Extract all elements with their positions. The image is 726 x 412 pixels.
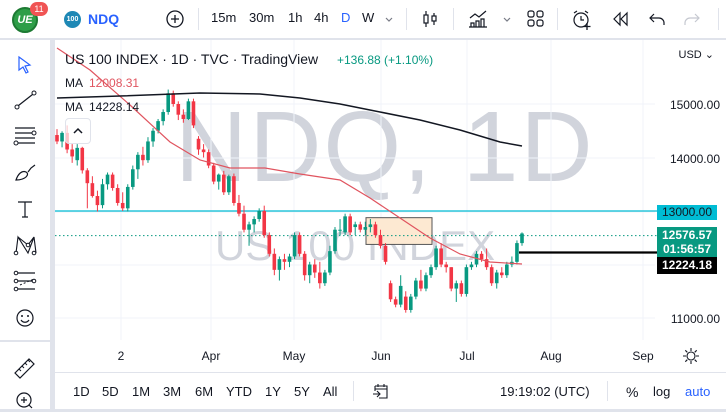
redo-icon[interactable] <box>681 8 703 30</box>
ma-fast-legend[interactable]: MA 12008.31 <box>65 76 139 90</box>
interval-w[interactable]: W <box>362 10 375 25</box>
prediction-icon[interactable] <box>12 269 38 292</box>
ma-fast-label: MA <box>65 76 83 90</box>
range-all[interactable]: All <box>323 384 338 399</box>
time-axis-label: Jun <box>371 349 391 363</box>
support-price-tag: 12224.18 <box>657 257 717 274</box>
level-price-tag: 13000.00 <box>657 205 717 220</box>
candlestick-chart-icon[interactable] <box>420 8 442 30</box>
range-ytd[interactable]: YTD <box>226 384 252 399</box>
bar-countdown: 01:56:57 <box>662 242 712 256</box>
time-axis-label: 2 <box>117 349 125 363</box>
range-6m[interactable]: 6M <box>195 384 214 399</box>
range-5y[interactable]: 5Y <box>294 384 310 399</box>
trend-line-icon[interactable] <box>12 89 38 111</box>
calendar-goto-icon[interactable] <box>371 381 391 401</box>
price-axis-label: 11000.00 <box>670 312 720 326</box>
chevron-down-icon[interactable] <box>501 10 523 32</box>
sun-settings-icon[interactable] <box>682 347 700 365</box>
interval-30m[interactable]: 30m <box>249 10 275 25</box>
last-price-value: 12576.57 <box>661 228 713 242</box>
symbol-logo-icon: 100 <box>64 11 81 28</box>
cursor-icon[interactable] <box>12 54 38 76</box>
plus-circle-icon[interactable] <box>164 8 186 30</box>
top-toolbar: UE 11 100 NDQ 15m 30m 1h 4h D W <box>0 0 726 38</box>
ma-fast-value: 12008.31 <box>89 76 140 90</box>
symbol-search-button[interactable]: NDQ <box>88 11 120 27</box>
log-scale-toggle[interactable]: log <box>653 384 671 399</box>
price-change: +136.88 (+1.10%) <box>337 53 434 67</box>
drawing-toolbar-lower <box>0 340 50 409</box>
utc-clock[interactable]: 19:19:02 (UTC) <box>500 384 590 399</box>
ma-slow-value: 14228.14 <box>89 100 140 114</box>
time-axis-label: Aug <box>540 349 562 363</box>
drawing-toolbar <box>0 40 50 409</box>
bottom-toolbar: 1D 5D 1M 3M 6M YTD 1Y 5Y All 19:19:02 (U… <box>55 372 726 409</box>
brush-icon[interactable] <box>12 162 38 184</box>
ma-slow-legend[interactable]: MA 14228.14 <box>65 100 139 114</box>
time-axis-label: Sep <box>632 349 654 363</box>
ruler-icon[interactable] <box>12 356 38 379</box>
percent-scale-toggle[interactable]: % <box>626 384 639 400</box>
time-axis-label: Jul <box>459 349 475 363</box>
auto-scale-toggle[interactable]: auto <box>685 384 711 399</box>
price-axis-label: 14000.00 <box>669 152 720 166</box>
legend-collapse-button[interactable] <box>65 118 91 144</box>
emoji-icon[interactable] <box>12 307 38 329</box>
currency-selector[interactable]: USD ⌄ <box>678 49 715 61</box>
chart-pane[interactable]: NDQ, 1D US 100 INDEX US 100 INDEX · 1D ·… <box>55 40 726 340</box>
interval-4h[interactable]: 4h <box>314 10 329 25</box>
fib-retracement-icon[interactable] <box>12 124 38 146</box>
range-1y[interactable]: 1Y <box>265 384 281 399</box>
notification-badge: 11 <box>30 2 48 16</box>
chart-legend-title: US 100 INDEX · 1D · TVC · TradingView <box>65 51 319 67</box>
interval-15m[interactable]: 15m <box>211 10 237 25</box>
replay-icon[interactable] <box>610 8 632 30</box>
layout-grid-icon[interactable] <box>525 8 547 30</box>
price-axis-label: 15000.00 <box>669 98 720 112</box>
candlestick-plot[interactable] <box>55 40 726 340</box>
text-icon[interactable] <box>12 198 38 220</box>
last-price-tag: 12576.57 01:56:57 <box>657 227 717 257</box>
time-axis-label: Apr <box>201 349 221 363</box>
chevron-down-icon[interactable] <box>383 10 405 32</box>
time-axis-label: May <box>282 349 306 363</box>
alert-clock-icon[interactable] <box>570 8 592 30</box>
interval-1h[interactable]: 1h <box>288 10 303 25</box>
undo-icon[interactable] <box>646 8 668 30</box>
zoom-in-icon[interactable] <box>12 390 38 412</box>
indicators-icon[interactable] <box>467 8 489 30</box>
chevron-up-icon <box>73 127 83 134</box>
pattern-icon[interactable] <box>12 233 38 256</box>
ma-slow-label: MA <box>65 100 83 114</box>
range-5d[interactable]: 5D <box>102 384 119 399</box>
range-1m[interactable]: 1M <box>132 384 151 399</box>
interval-d[interactable]: D <box>341 10 351 25</box>
time-axis[interactable]: 2 Apr May Jun Jul Aug Sep <box>55 340 726 372</box>
range-3m[interactable]: 3M <box>163 384 182 399</box>
range-1d[interactable]: 1D <box>73 384 90 399</box>
